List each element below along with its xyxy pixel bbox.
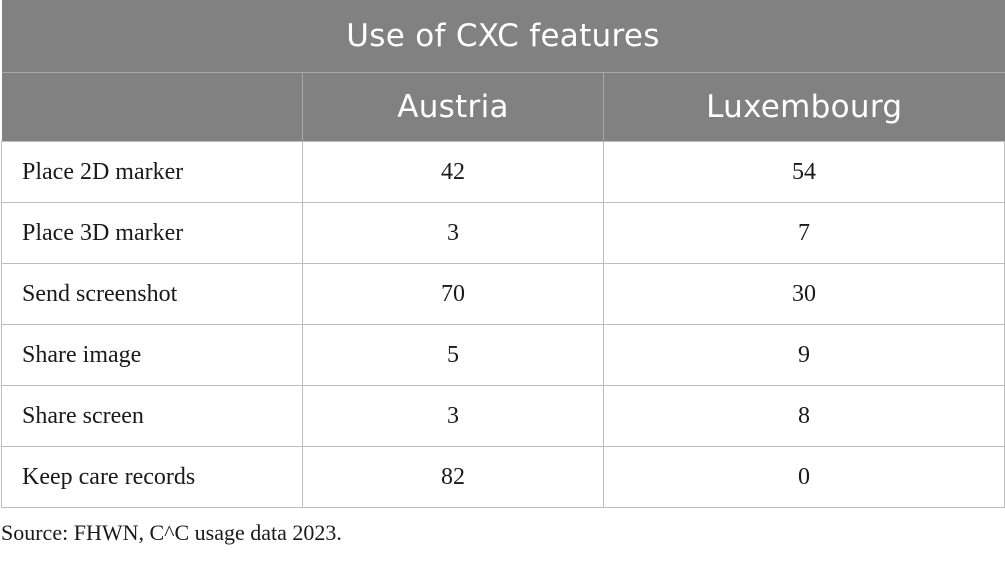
austria-cell: 42 [302,141,604,203]
table-figure: Use of CXC features Austria Luxembourg P… [1,0,1005,545]
table-title-row: Use of CXC features [1,0,1005,73]
feature-cell: Place 3D marker [1,202,303,264]
table-row: Keep care records 82 0 [1,446,1005,508]
column-header-austria: Austria [302,72,604,142]
feature-cell: Place 2D marker [1,141,303,203]
table-row: Share image 5 9 [1,324,1005,386]
feature-cell: Keep care records [1,446,303,508]
feature-cell: Share image [1,324,303,386]
column-header-row: Austria Luxembourg [1,72,1005,142]
austria-cell: 3 [302,385,604,447]
luxembourg-cell: 0 [603,446,1005,508]
luxembourg-cell: 9 [603,324,1005,386]
table-row: Place 2D marker 42 54 [1,141,1005,203]
austria-cell: 5 [302,324,604,386]
luxembourg-cell: 30 [603,263,1005,325]
table-row: Share screen 3 8 [1,385,1005,447]
feature-cell: Share screen [1,385,303,447]
table-row: Send screenshot 70 30 [1,263,1005,325]
austria-cell: 3 [302,202,604,264]
source-note: Source: FHWN, C^C usage data 2023. [1,520,342,545]
feature-cell: Send screenshot [1,263,303,325]
austria-cell: 82 [302,446,604,508]
column-header-feature [1,72,303,142]
luxembourg-cell: 8 [603,385,1005,447]
column-header-luxembourg: Luxembourg [603,72,1005,142]
data-table: Use of CXC features Austria Luxembourg P… [1,0,1005,508]
table-row: Place 3D marker 3 7 [1,202,1005,264]
luxembourg-cell: 7 [603,202,1005,264]
luxembourg-cell: 54 [603,141,1005,203]
table-title: Use of CXC features [1,0,1005,73]
austria-cell: 70 [302,263,604,325]
